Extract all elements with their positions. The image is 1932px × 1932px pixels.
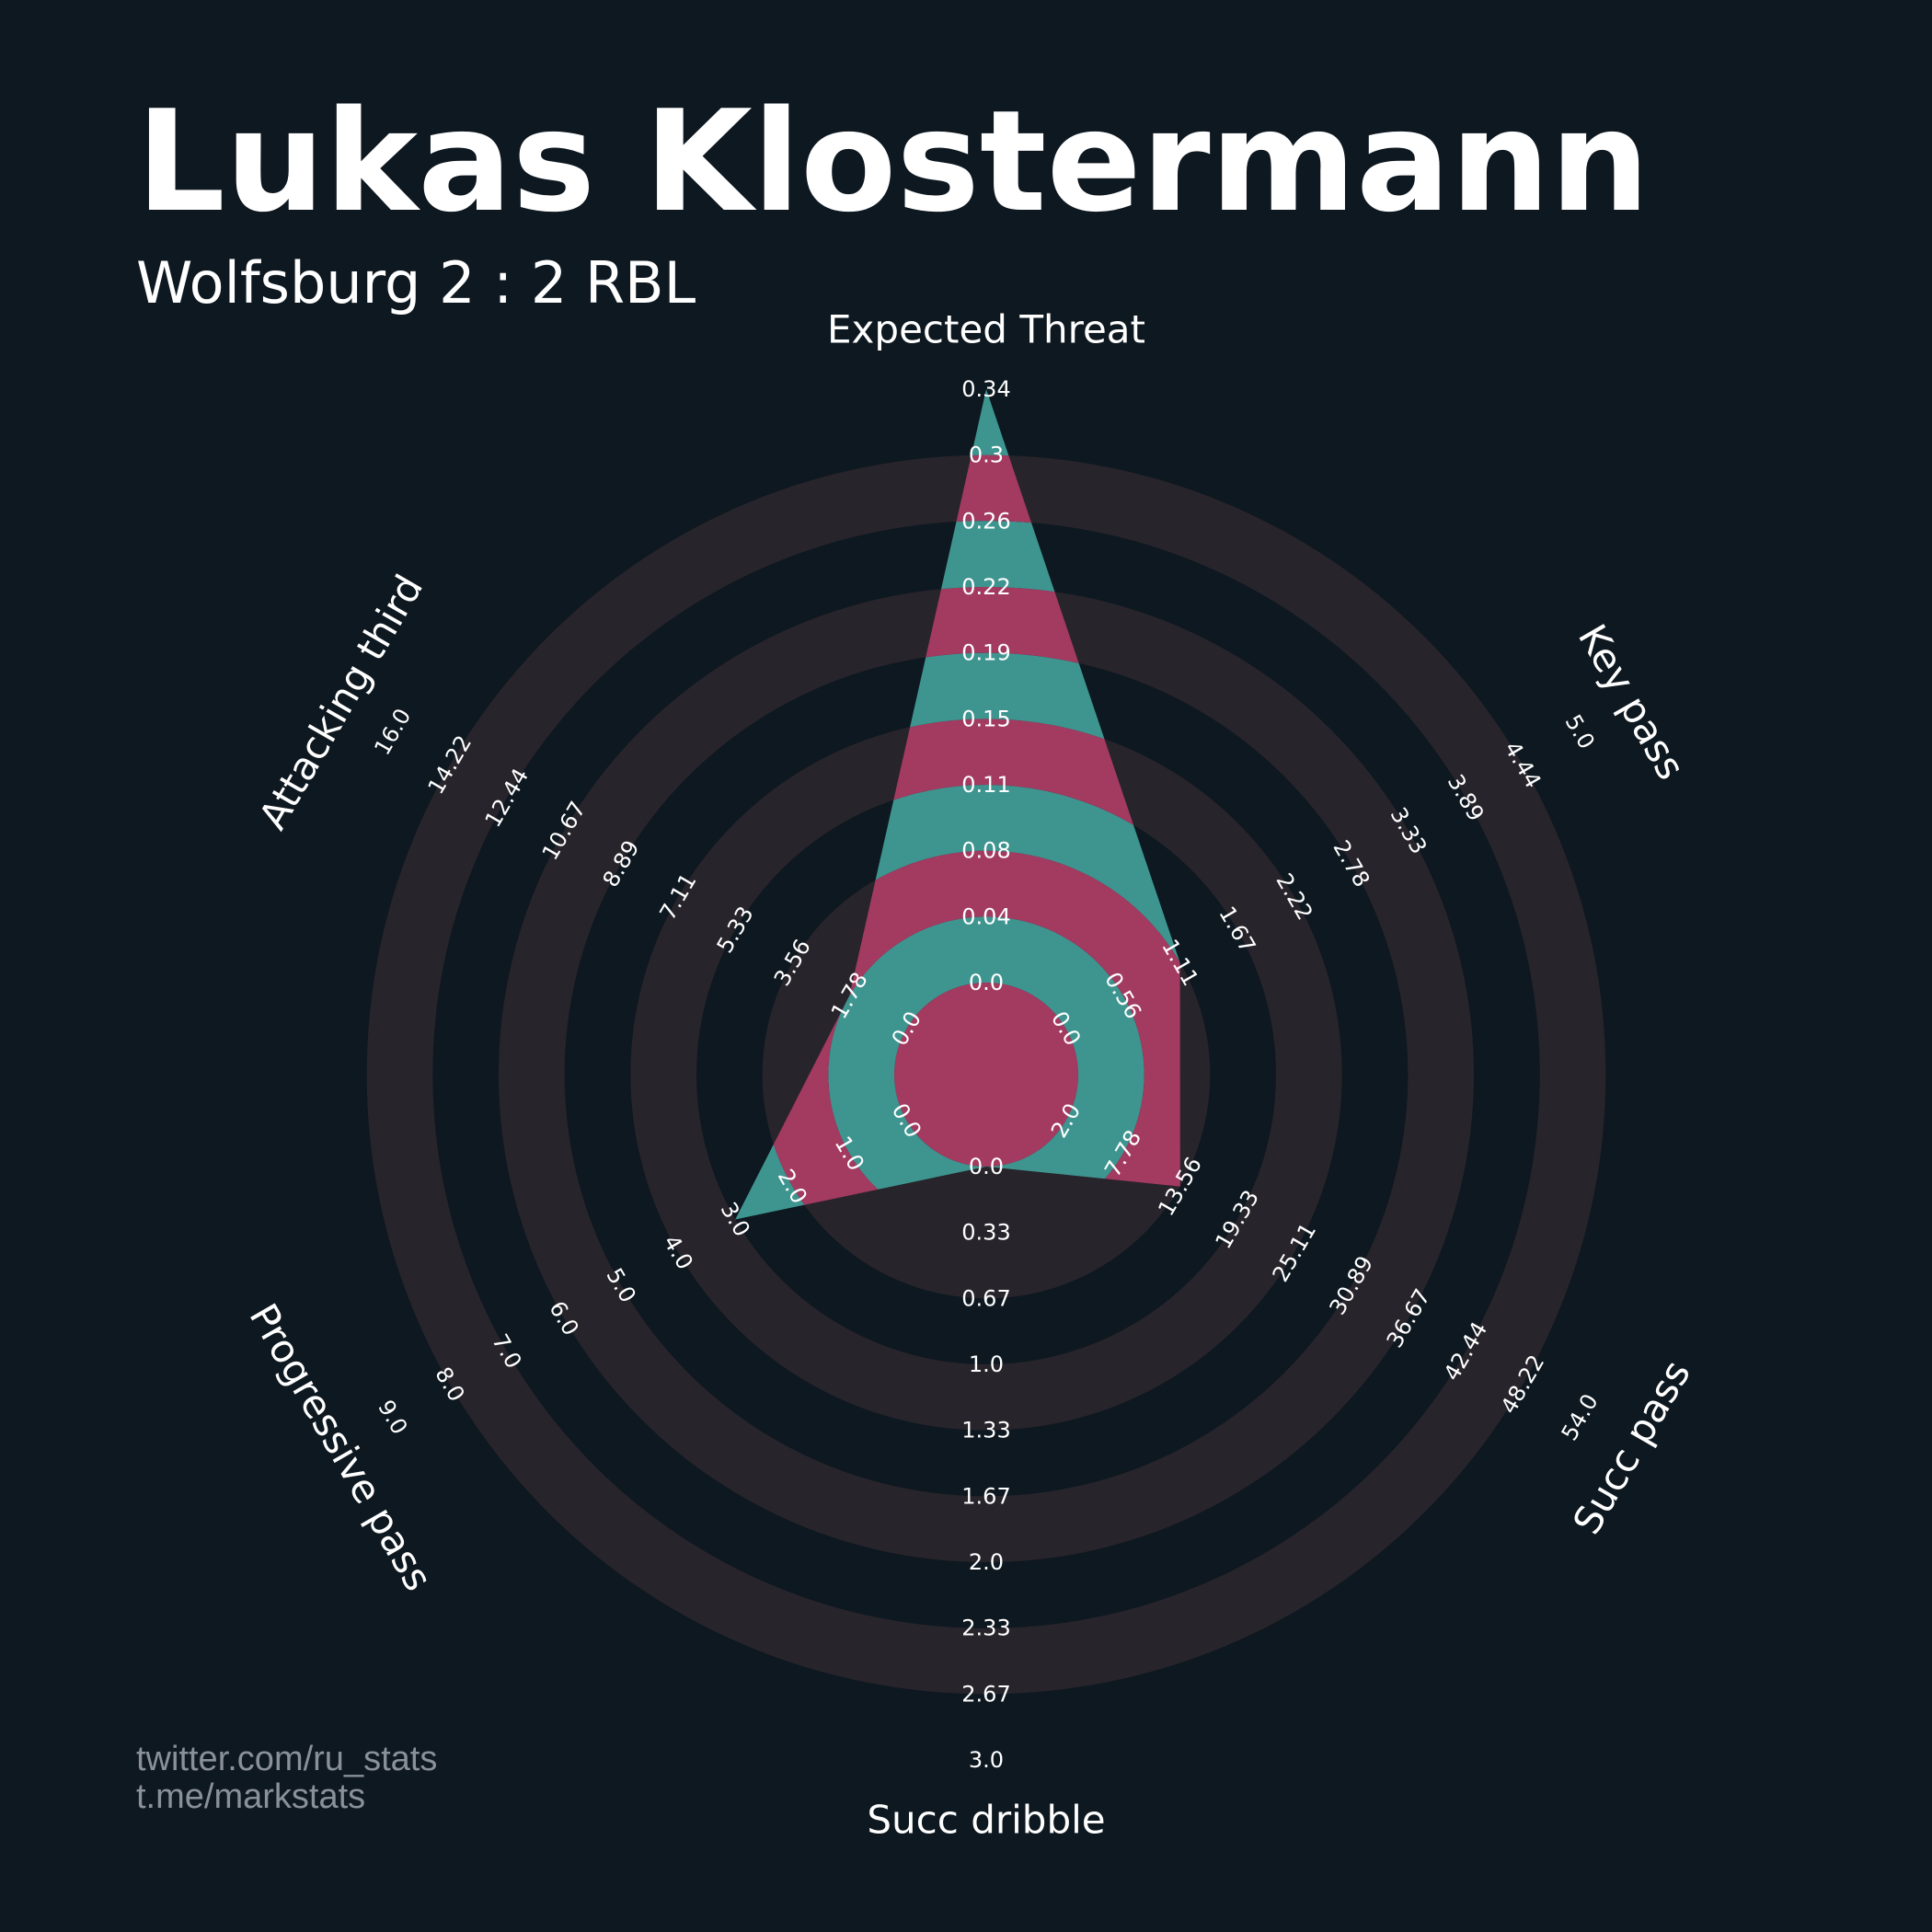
credit-twitter: twitter.com/ru_stats [136, 1740, 438, 1778]
tick-label: 54.0 [1557, 1389, 1604, 1444]
tick-label: 1.33 [961, 1418, 1010, 1443]
tick-label: 0.33 [961, 1220, 1010, 1246]
tick-label: 16.0 [369, 704, 416, 759]
polygon-band [828, 916, 1144, 1220]
tick-label: 0.26 [961, 508, 1010, 534]
tick-label: 2.0 [969, 1549, 1004, 1575]
chart-subtitle: Wolfsburg 2 : 2 RBL [136, 249, 696, 316]
axis-label: Expected Threat [827, 307, 1145, 352]
tick-label: 3.0 [969, 1747, 1004, 1773]
tick-label: 2.67 [961, 1681, 1010, 1707]
tick-label: 0.11 [961, 772, 1010, 798]
tick-label: 0.34 [961, 376, 1010, 402]
tick-label: 0.0 [969, 970, 1004, 995]
tick-label: 0.67 [961, 1285, 1010, 1311]
axis-label: Progressive pass [241, 1296, 442, 1599]
axis-label: Succ dribble [867, 1798, 1105, 1843]
tick-label: 2.33 [961, 1616, 1010, 1641]
tick-label: 0.15 [961, 706, 1010, 731]
tick-label: 0.0 [969, 1154, 1004, 1179]
axis-label: Key pass [1570, 616, 1694, 787]
axis-label: Attacking third [250, 567, 432, 836]
tick-label: 0.04 [961, 903, 1010, 929]
tick-label: 1.67 [961, 1483, 1010, 1509]
tick-label: 1.0 [969, 1351, 1004, 1377]
tick-label: 0.08 [961, 838, 1010, 864]
credit-telegram: t.me/markstats [136, 1777, 366, 1816]
tick-label: 0.22 [961, 574, 1010, 600]
chart-title: Lukas Klostermann [136, 80, 1650, 243]
axis-label: Succ pass [1564, 1352, 1699, 1541]
tick-label: 0.19 [961, 640, 1010, 666]
tick-label: 5.0 [1560, 710, 1600, 753]
tick-label: 9.0 [373, 1396, 412, 1439]
tick-label: 0.3 [969, 443, 1004, 468]
polygon-core [894, 983, 1078, 1167]
credits: twitter.com/ru_stats t.me/markstats [136, 1741, 437, 1816]
